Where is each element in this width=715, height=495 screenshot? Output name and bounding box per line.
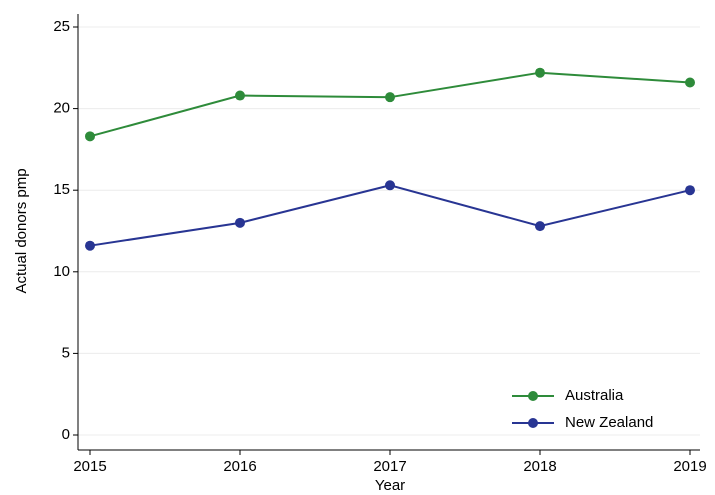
point	[535, 67, 545, 78]
point	[85, 131, 95, 142]
y-tick-label: 5	[62, 344, 70, 361]
x-tick-label: 2017	[373, 458, 406, 475]
legend-marker	[528, 418, 538, 428]
y-tick-label: 20	[53, 100, 70, 117]
point	[235, 90, 245, 101]
legend-label: New Zealand	[565, 414, 653, 431]
point	[85, 240, 95, 251]
y-axis-label: Actual donors pmp	[13, 168, 30, 293]
line	[89, 71, 691, 138]
point	[235, 217, 245, 228]
point	[385, 180, 395, 191]
x-tick-label: 2018	[523, 458, 556, 475]
point	[385, 92, 395, 103]
x-axis-label: Year	[375, 477, 405, 494]
line	[89, 184, 691, 247]
x-tick-label: 2015	[73, 458, 106, 475]
x-tick-label: 2016	[223, 458, 256, 475]
x-tick-label: 2019	[673, 458, 706, 475]
point	[535, 221, 545, 232]
point	[685, 185, 695, 196]
y-tick-label: 25	[53, 18, 70, 35]
y-tick-label: 0	[62, 426, 70, 443]
legend-label: Australia	[565, 387, 624, 404]
y-tick-label: 10	[53, 263, 70, 280]
legend-marker	[528, 391, 538, 401]
y-tick-label: 15	[53, 181, 70, 198]
point	[685, 77, 695, 88]
